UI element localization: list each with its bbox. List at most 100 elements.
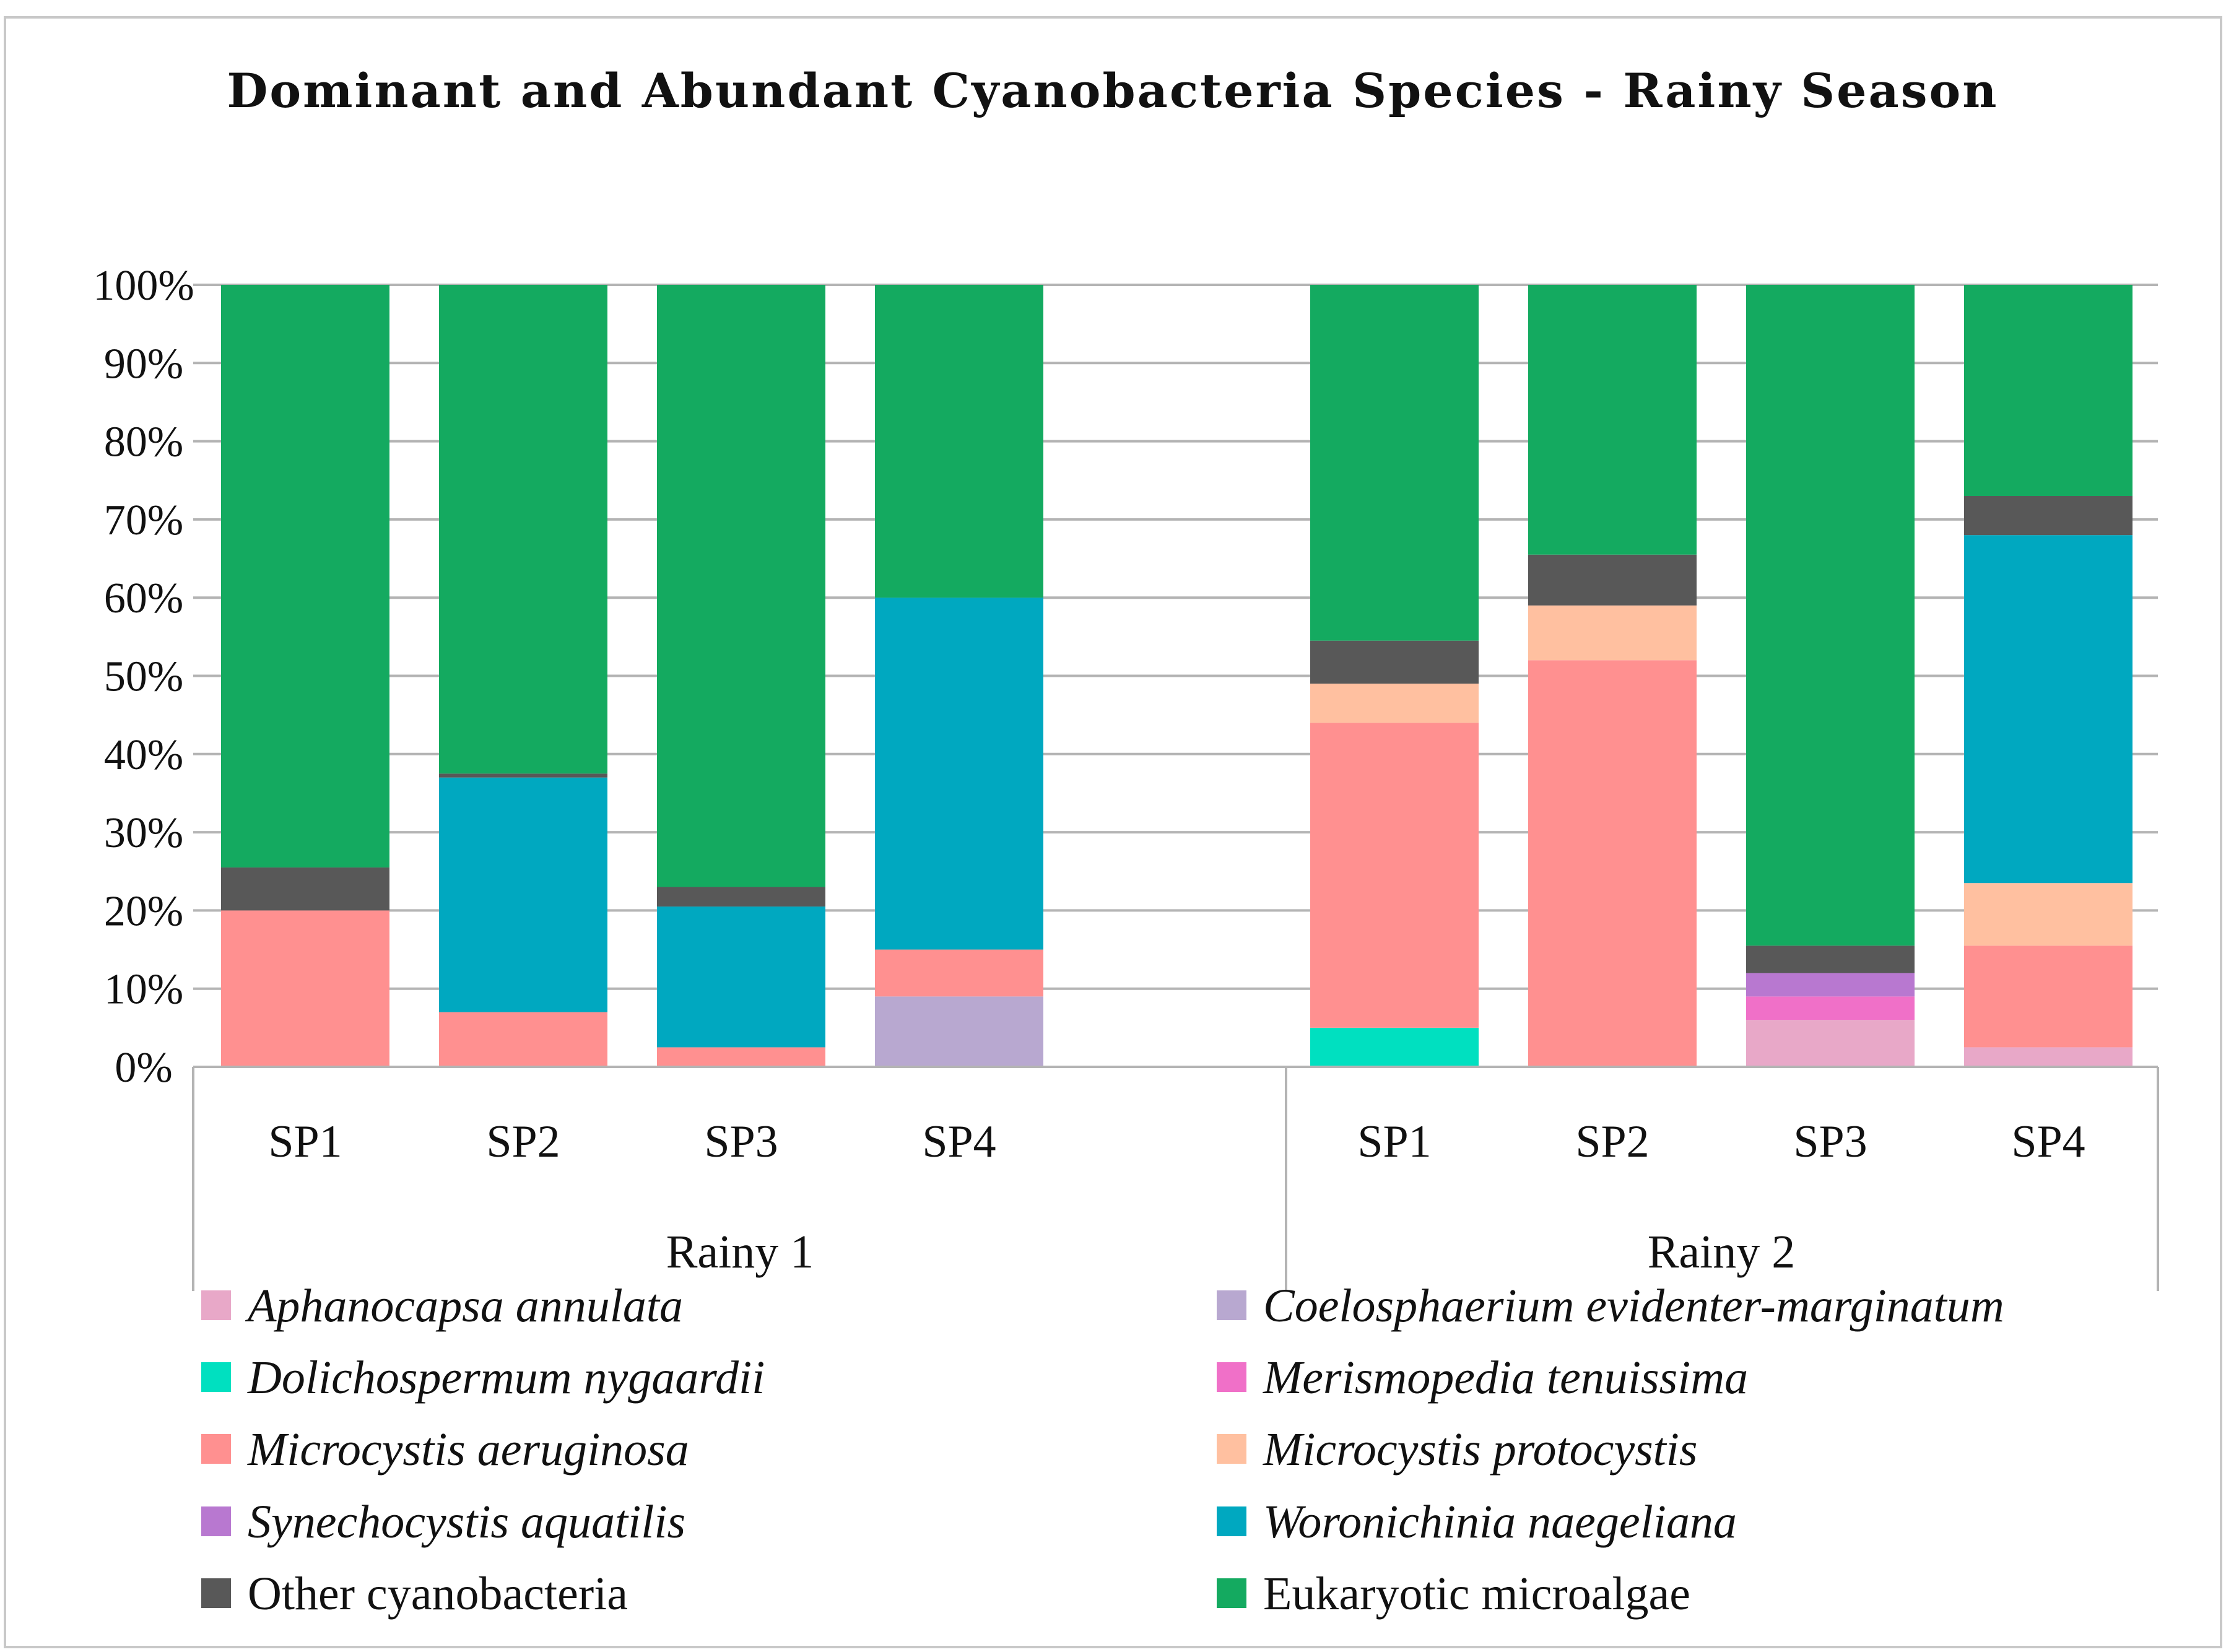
legend-item: Merismopedia tenuissima <box>1217 1352 1748 1404</box>
legend-item: Other cyanobacteria <box>201 1568 628 1620</box>
legend-label: Microcystis protocystis <box>1263 1424 1697 1476</box>
legend-label: Dolichospermum nygaardii <box>247 1352 765 1404</box>
bar-segment <box>1746 285 1915 946</box>
y-tick-label: 80% <box>104 419 183 466</box>
legend-label: Synechocystis aquatilis <box>248 1496 685 1548</box>
legend-item: Synechocystis aquatilis <box>201 1496 685 1548</box>
x-tick-label: SP1 <box>1357 1116 1431 1167</box>
bar-segment <box>875 996 1043 1067</box>
legend-label: Aphanocapsa annulata <box>245 1280 683 1332</box>
bar-stack <box>1964 285 2133 1067</box>
bar-segment <box>1746 946 1915 973</box>
group-label: Rainy 1 <box>666 1226 814 1278</box>
bar-segment <box>1964 496 2133 536</box>
bar-segment <box>1746 996 1915 1020</box>
bar-segment <box>657 887 825 907</box>
legend-label: Woronichinia naegeliana <box>1263 1496 1737 1548</box>
x-tick-label: SP2 <box>486 1116 560 1167</box>
bar-segment <box>1964 285 2133 497</box>
bar-stack <box>1528 285 1697 1067</box>
bar-segment <box>1310 684 1479 723</box>
bar-stack <box>221 285 389 1067</box>
bar-segment <box>1964 1047 2133 1067</box>
legend-swatch <box>1217 1578 1246 1608</box>
bar-stack <box>875 285 1043 1067</box>
bar-segment <box>221 285 389 867</box>
bar-segment <box>657 285 825 887</box>
legend-label: Merismopedia tenuissima <box>1263 1352 1748 1404</box>
y-tick-label: 0% <box>115 1044 172 1092</box>
x-tick-label: SP3 <box>704 1116 778 1167</box>
bar-stack <box>1310 285 1479 1067</box>
bar-segment <box>1528 660 1697 1067</box>
legend-swatch <box>1217 1506 1246 1536</box>
legend-label: Other cyanobacteria <box>248 1568 628 1620</box>
y-tick-label: 60% <box>104 575 183 622</box>
y-tick-label: 90% <box>104 340 183 388</box>
y-tick-label: 10% <box>104 966 183 1014</box>
legend-swatch <box>201 1578 231 1608</box>
x-tick-label: SP4 <box>2011 1116 2085 1167</box>
legend-item: Woronichinia naegeliana <box>1217 1496 1737 1548</box>
bar-segment <box>1964 946 2133 1048</box>
x-tick-label: SP1 <box>268 1116 342 1167</box>
bar-segment <box>1310 285 1479 641</box>
legend-item: Microcystis protocystis <box>1217 1424 1697 1476</box>
legend-label: Microcystis aeruginosa <box>247 1424 689 1476</box>
y-tick-label: 70% <box>104 497 183 544</box>
legend-swatch <box>1217 1290 1246 1320</box>
bar-stack <box>657 285 825 1067</box>
legend-label: Coelosphaerium evidenter-marginatum <box>1263 1280 2004 1332</box>
bar-segment <box>1964 535 2133 884</box>
bar-segment <box>1964 883 2133 946</box>
legend-label: Eukaryotic microalgae <box>1263 1568 1690 1620</box>
legend-item: Aphanocapsa annulata <box>201 1280 683 1332</box>
y-axis-tick-labels: 0% 10% 20% 30% 40% 50% 60% 70% 80% 90% 100% <box>93 262 194 1092</box>
x-axis: SP1 SP2 SP3 SP4 Rainy 1 SP1 SP2 SP3 SP4 Rainy 2 <box>192 1066 2159 1291</box>
legend-swatch <box>201 1434 231 1464</box>
bar-segment <box>657 1047 825 1067</box>
bar-segment <box>657 906 825 1048</box>
bar-segment <box>875 598 1043 950</box>
legend-item: Microcystis aeruginosa <box>201 1424 689 1476</box>
bar-segment <box>875 949 1043 997</box>
legend-swatch <box>201 1362 231 1392</box>
bar-segment <box>1528 605 1697 661</box>
x-tick-label: SP4 <box>922 1116 996 1167</box>
x-tick-label: SP2 <box>1575 1116 1649 1167</box>
legend-swatch <box>201 1290 231 1320</box>
y-tick-label: 50% <box>104 653 183 701</box>
legend-swatch <box>1217 1434 1246 1464</box>
x-tick-label: SP3 <box>1793 1116 1867 1167</box>
bar-segment <box>439 1012 607 1067</box>
bar-segment <box>875 285 1043 598</box>
bar-stack <box>439 285 607 1067</box>
chart-title: Dominant and Abundant Cyanobacteria Spec… <box>227 63 1999 118</box>
y-tick-label: 20% <box>104 887 183 935</box>
bar-segment <box>1528 285 1697 555</box>
legend-swatch <box>201 1506 231 1536</box>
bar-segment <box>1746 973 1915 997</box>
legend: Aphanocapsa annulata Coelosphaerium evide… <box>201 1280 2004 1620</box>
bar-stack <box>1746 285 1915 1067</box>
y-tick-label: 100% <box>93 262 194 310</box>
legend-item: Dolichospermum nygaardii <box>201 1352 765 1404</box>
bar-segment <box>1528 554 1697 606</box>
legend-item: Coelosphaerium evidenter-marginatum <box>1217 1280 2004 1332</box>
bar-segment <box>439 777 607 1012</box>
legend-item: Eukaryotic microalgae <box>1217 1568 1690 1620</box>
bar-segment <box>1310 640 1479 684</box>
bar-segment <box>439 773 607 778</box>
bar-segment <box>1746 1020 1915 1067</box>
bar-segment <box>1310 1027 1479 1067</box>
bar-segment <box>1310 723 1479 1028</box>
y-tick-label: 40% <box>104 731 183 779</box>
bar-segment <box>221 910 389 1067</box>
legend-swatch <box>1217 1362 1246 1392</box>
bars <box>221 285 2133 1067</box>
y-tick-label: 30% <box>104 809 183 857</box>
group-label: Rainy 2 <box>1648 1226 1796 1278</box>
bar-segment <box>439 285 607 774</box>
bar-segment <box>221 867 389 911</box>
